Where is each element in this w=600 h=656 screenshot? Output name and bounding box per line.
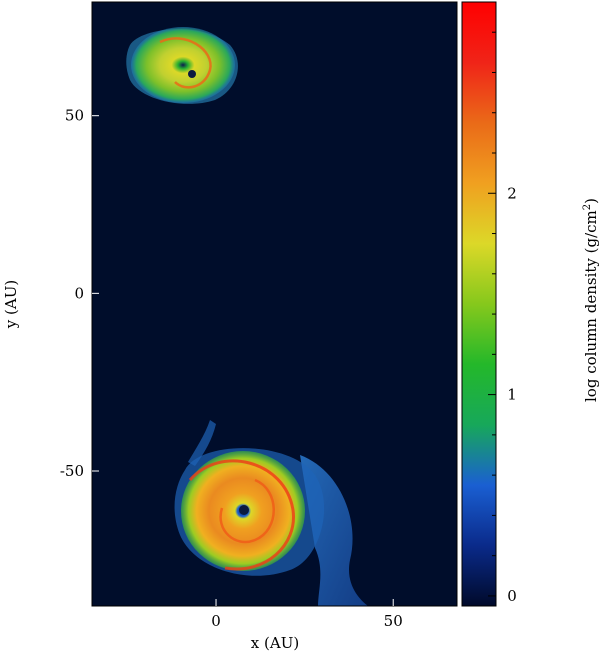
x-axis-label: x (AU)	[251, 634, 299, 652]
y-tick-label: -50	[60, 462, 84, 480]
y-tick-label: 0	[74, 284, 84, 302]
lower-disk-spiral-arm	[188, 459, 295, 571]
colorbar-label: log column density (g/cm2)	[582, 198, 600, 402]
upper-disk-spiral-arm	[159, 37, 212, 89]
colorbar-tick-label: 1	[507, 386, 517, 404]
lower-disk-center	[239, 505, 249, 515]
x-axis-ticks: 0 50	[211, 599, 403, 630]
colorbar-tick-label: 2	[507, 184, 517, 202]
colorbar-ticks: 2 1 0	[488, 31, 517, 605]
x-tick-label: 0	[211, 612, 221, 630]
colorbar-tick-label: 0	[507, 587, 517, 605]
x-tick-label: 50	[384, 612, 403, 630]
y-axis-ticks: 50 0 -50	[60, 107, 99, 480]
upper-disk-center	[188, 70, 196, 78]
lower-disk-filament	[188, 420, 216, 466]
lower-disk-spiral-arm-inner	[219, 478, 275, 543]
upper-disk	[131, 27, 235, 103]
y-axis-label: y (AU)	[2, 280, 20, 329]
colorbar-label-end: )	[582, 198, 600, 204]
colorbar-label-superscript: 2	[582, 204, 593, 210]
plot-frame	[91, 1, 458, 607]
y-tick-label: 50	[65, 107, 84, 125]
density-image	[126, 27, 368, 606]
colorbar	[461, 1, 497, 607]
